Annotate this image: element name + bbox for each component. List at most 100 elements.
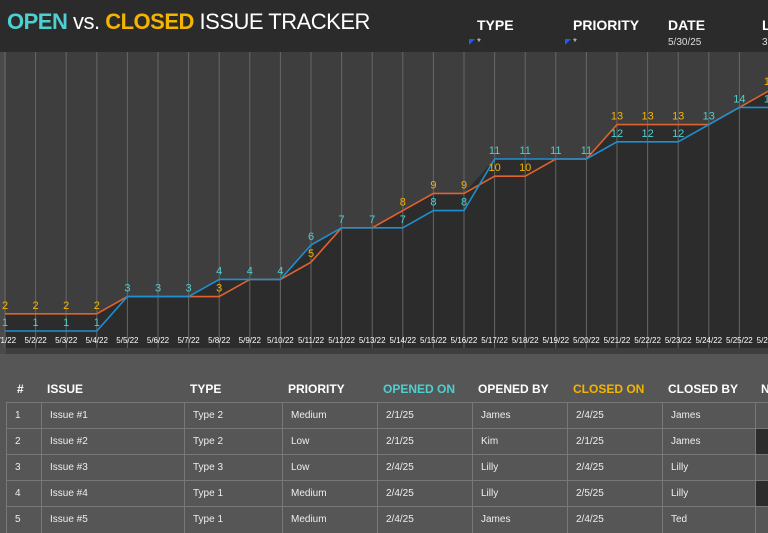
column-header[interactable]: ISSUE xyxy=(47,382,84,396)
column-header[interactable]: CLOSED ON xyxy=(573,382,645,396)
opened-data-label: 3 xyxy=(155,283,161,295)
x-tick-label: 5/14/22 xyxy=(389,336,416,345)
opened-series-line xyxy=(5,106,768,332)
chart-area-fill xyxy=(5,91,768,348)
column-header[interactable]: PRIORITY xyxy=(288,382,345,396)
x-tick-label: 5/26/22 xyxy=(757,336,768,345)
x-tick-label: 5/3/22 xyxy=(55,336,78,345)
table-cell: Issue #3 xyxy=(41,455,184,481)
table-cell: 2 xyxy=(6,429,41,455)
closed-data-label: 2 xyxy=(94,300,100,312)
table-cell: Issue #2 xyxy=(41,429,184,455)
x-tick-label: 5/5/22 xyxy=(116,336,139,345)
title-vs: vs. xyxy=(72,9,100,34)
x-tick-label: 5/10/22 xyxy=(267,336,294,345)
table-cell: 5 xyxy=(6,507,41,533)
closed-data-label: 10 xyxy=(488,162,500,174)
x-tick-label: 5/21/22 xyxy=(604,336,631,345)
table-cell: 2/4/25 xyxy=(567,455,662,481)
closed-data-label: 5 xyxy=(308,248,314,260)
table-cell: 2/1/25 xyxy=(567,429,662,455)
table-cell: Ted xyxy=(662,507,755,533)
date-label: DATE xyxy=(668,17,706,33)
closed-data-label: 15 xyxy=(764,76,768,88)
column-header[interactable]: TYPE xyxy=(190,382,222,396)
table-row[interactable]: 4 Issue #4 Type 1 Medium 2/4/25 Lilly 2/5/25 Li… xyxy=(6,480,768,507)
opened-data-label: 12 xyxy=(641,128,653,140)
x-tick-label: 5/4/22 xyxy=(86,336,109,345)
table-row[interactable]: 5 Issue #5 Type 1 Medium 2/4/25 James 2/4/25 Te… xyxy=(6,506,768,533)
table-cell: Lilly xyxy=(472,455,567,481)
table-cell: Lilly xyxy=(472,481,567,507)
type-filter[interactable]: * xyxy=(469,37,481,48)
table-cell: 2/4/25 xyxy=(567,403,662,429)
column-header[interactable]: # xyxy=(17,382,24,396)
x-tick-label: 5/7/22 xyxy=(177,336,200,345)
closed-data-label: 9 xyxy=(461,179,467,191)
table-cell: Issue #1 xyxy=(41,403,184,429)
priority-filter-label: PRIORITY xyxy=(573,17,640,33)
column-header[interactable]: OPENED ON xyxy=(383,382,456,396)
table-cell: 2/1/25 xyxy=(377,403,472,429)
closed-data-label: 9 xyxy=(430,179,436,191)
table-cell: Medium xyxy=(282,403,377,429)
x-tick-label: 5/11/22 xyxy=(298,336,325,345)
x-tick-label: 5/25/22 xyxy=(726,336,753,345)
x-tick-label: 5/20/22 xyxy=(573,336,600,345)
table-cell: Medium xyxy=(282,481,377,507)
date-value[interactable]: 5/30/25 xyxy=(668,37,702,48)
table-cell: Type 3 xyxy=(184,455,282,481)
table-cell: Issue #5 xyxy=(41,507,184,533)
x-tick-label: 5/1/22 xyxy=(0,336,17,345)
x-tick-label: 5/19/22 xyxy=(542,336,569,345)
table-cell: 2/4/25 xyxy=(377,507,472,533)
title-open: OPEN xyxy=(7,9,68,34)
x-tick-label: 5/18/22 xyxy=(512,336,539,345)
table-cell xyxy=(755,429,768,455)
x-tick-label: 5/12/22 xyxy=(328,336,355,345)
opened-data-label: 14 xyxy=(733,93,745,105)
chart-svg: 5/1/22 5/2/22 5/3/22 5/4/22 5/5/22 5/6/22 5/7/… xyxy=(0,52,768,348)
opened-data-label: 14 xyxy=(764,93,768,105)
table-cell: James xyxy=(472,403,567,429)
table-cell: James xyxy=(662,429,755,455)
opened-data-label: 4 xyxy=(216,265,222,277)
table-cell: Low xyxy=(282,455,377,481)
table-cell xyxy=(755,455,768,481)
table-cell: 2/4/25 xyxy=(377,455,472,481)
opened-data-label: 1 xyxy=(33,317,39,329)
closed-data-label: 2 xyxy=(63,300,69,312)
type-filter-value: * xyxy=(477,37,481,48)
table-row[interactable]: 3 Issue #3 Type 3 Low 2/4/25 Lilly 2/4/25 Lilly xyxy=(6,454,768,481)
column-header[interactable]: N xyxy=(761,382,768,396)
table-cell: Type 2 xyxy=(184,429,282,455)
filter-icon xyxy=(469,39,475,46)
closed-data-label: 13 xyxy=(672,111,684,123)
table-cell: Kim xyxy=(472,429,567,455)
table-cell: 2/4/25 xyxy=(567,507,662,533)
column-header[interactable]: OPENED BY xyxy=(478,382,549,396)
l-value: 3 xyxy=(762,37,768,48)
table-cell: 1 xyxy=(6,403,41,429)
filter-icon xyxy=(565,39,571,46)
closed-data-label: 2 xyxy=(33,300,39,312)
x-tick-label: 5/6/22 xyxy=(147,336,170,345)
table-cell: Low xyxy=(282,429,377,455)
opened-data-label: 3 xyxy=(186,283,192,295)
x-tick-label: 5/23/22 xyxy=(665,336,692,345)
table-cell: 2/5/25 xyxy=(567,481,662,507)
table-cell: Type 1 xyxy=(184,481,282,507)
priority-filter[interactable]: * xyxy=(565,37,577,48)
opened-data-label: 12 xyxy=(672,128,684,140)
x-tick-label: 5/9/22 xyxy=(239,336,262,345)
opened-data-label: 7 xyxy=(369,214,375,226)
closed-data-label: 13 xyxy=(641,111,653,123)
table-row[interactable]: 1 Issue #1 Type 2 Medium 2/1/25 James 2/4/25 Ja… xyxy=(6,402,768,429)
table-cell: 2/4/25 xyxy=(377,481,472,507)
table-cell: 3 xyxy=(6,455,41,481)
column-header[interactable]: CLOSED BY xyxy=(668,382,739,396)
table-row[interactable]: 2 Issue #2 Type 2 Low 2/1/25 Kim 2/1/25 James xyxy=(6,428,768,455)
x-tick-label: 5/15/22 xyxy=(420,336,447,345)
opened-data-label: 11 xyxy=(581,145,592,157)
type-filter-label: TYPE xyxy=(477,17,514,33)
